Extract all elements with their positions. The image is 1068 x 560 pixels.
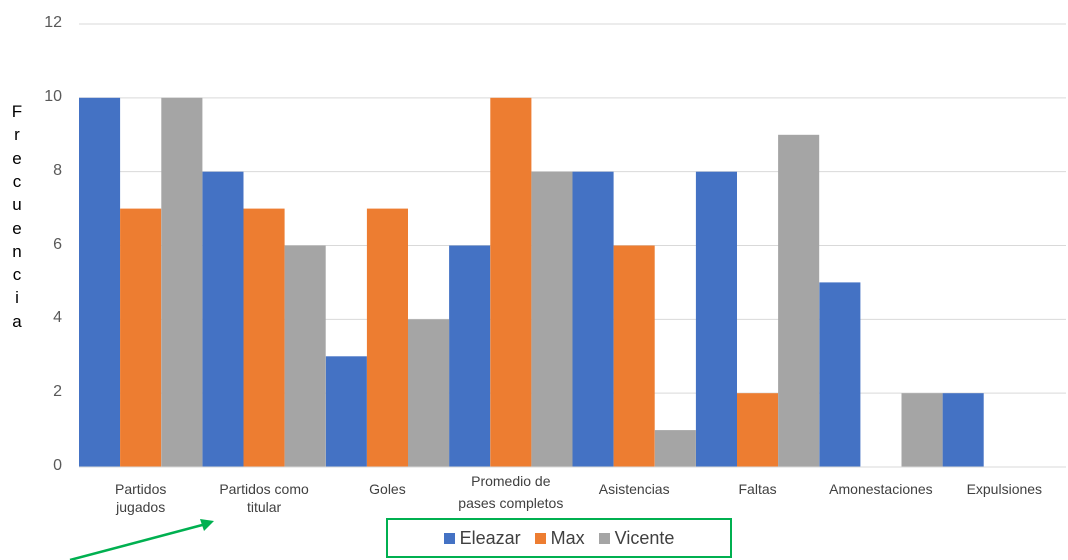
legend-item: Max <box>534 527 585 549</box>
y-axis-label-letter: F <box>11 102 23 121</box>
y-axis-label-letter: e <box>12 218 22 238</box>
bar-eleazar <box>79 97 121 468</box>
annotation-arrow <box>69 519 214 560</box>
bar-max <box>243 208 285 467</box>
legend-label: Vicente <box>614 527 675 548</box>
y-axis-label-letter: e <box>12 148 22 168</box>
x-tick-label: Partidos como titular <box>219 481 309 515</box>
bar-max <box>737 393 779 467</box>
bar-vicente <box>654 430 696 467</box>
bar-vicente <box>408 319 450 467</box>
y-axis-label-letter: n <box>12 241 22 261</box>
bar-eleazar <box>695 171 737 467</box>
y-tick-label: 12 <box>44 14 62 31</box>
bar-eleazar <box>942 393 984 467</box>
y-tick-label: 2 <box>53 383 62 401</box>
y-axis-label-letter: c <box>12 171 22 191</box>
bar-max <box>613 245 655 467</box>
bar-max <box>120 208 162 467</box>
legend-label: Eleazar <box>459 527 521 548</box>
x-tick-label: Promedio de pases completos <box>458 473 564 511</box>
x-tick-label: Partidos jugados <box>115 481 167 515</box>
bar-vicente <box>531 171 573 467</box>
legend-item: Eleazar <box>443 527 521 549</box>
legend: Eleazar Max Vicente <box>386 518 732 558</box>
bar-eleazar <box>572 171 614 467</box>
y-axis-label-letter: c <box>12 265 22 285</box>
legend-item: Vicente <box>598 527 675 549</box>
y-axis-label-letter: u <box>12 195 22 215</box>
y-tick-label: 8 <box>53 161 62 179</box>
y-axis-label-letter: i <box>15 288 19 308</box>
legend-swatch <box>443 532 455 544</box>
y-tick-label: 0 <box>53 457 62 474</box>
bar-eleazar <box>202 171 244 467</box>
x-tick-label: Expulsiones <box>966 481 1043 497</box>
bar-vicente <box>901 393 943 467</box>
bar-eleazar <box>325 356 367 468</box>
x-tick-label: Faltas <box>738 481 777 497</box>
bar-eleazar <box>819 282 861 467</box>
legend-label: Max <box>550 527 585 548</box>
bars <box>79 97 984 468</box>
y-tick-label: 10 <box>44 87 62 105</box>
y-tick-label: 4 <box>53 309 62 327</box>
bar-max <box>366 208 408 467</box>
y-axis-label-letter: a <box>12 311 22 331</box>
legend-swatch <box>598 532 610 544</box>
y-tick-label: 6 <box>53 235 62 253</box>
bar-max <box>490 97 532 468</box>
y-axis-label-letter: r <box>14 125 20 145</box>
x-tick-label: Goles <box>369 481 406 497</box>
bar-vicente <box>778 134 820 468</box>
bar-eleazar <box>449 245 491 467</box>
x-tick-label: Amonestaciones <box>829 481 933 497</box>
bar-vicente <box>284 245 326 467</box>
x-tick-label: Asistencias <box>598 481 670 497</box>
legend-swatch <box>534 532 546 544</box>
bar-vicente <box>161 97 203 468</box>
